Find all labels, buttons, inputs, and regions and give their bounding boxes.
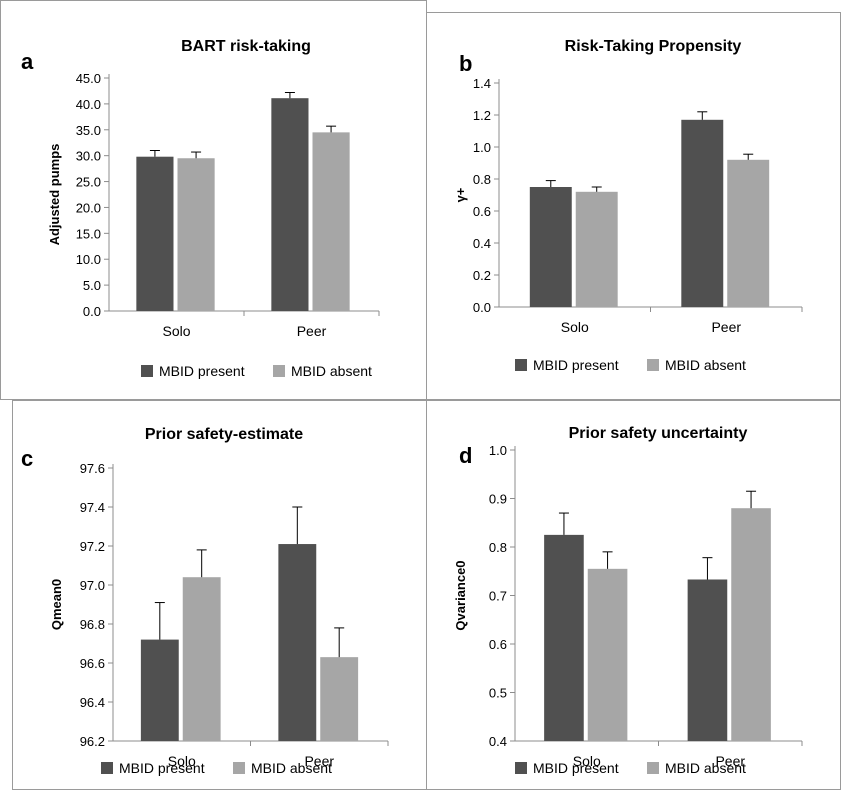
y-tick-label: 96.6 xyxy=(80,656,105,671)
y-tick-label: 96.4 xyxy=(80,695,105,710)
chart-svg-c: c Prior safety-estimate Qmean0 96.2 96.4 96.6… xyxy=(21,426,389,776)
bar xyxy=(312,132,350,311)
chart-panel-b: b Risk-Taking Propensity γ+ 0.0 0.2 0.4 0.6 0.8… xyxy=(426,12,841,400)
y-tick-label: 30.0 xyxy=(76,149,101,164)
y-tick-label: 25.0 xyxy=(76,175,101,190)
bar xyxy=(182,577,221,741)
y-tick-label: 96.2 xyxy=(80,734,105,749)
y-axis-label: Qmean0 xyxy=(49,579,64,630)
bar xyxy=(136,156,174,311)
y-tick-label: 5.0 xyxy=(83,278,101,293)
chart-panel-c: c Prior safety-estimate Qmean0 96.2 96.4 96.6… xyxy=(12,400,427,790)
x-category-label: Peer xyxy=(297,323,327,339)
panel-letter: c xyxy=(21,446,33,471)
y-tick-label: 0.4 xyxy=(489,734,507,749)
x-category-label: Peer xyxy=(304,753,334,769)
chart-panel-a: a BART risk-taking Adjusted pumps 0.0 5.0 10.… xyxy=(0,0,427,400)
y-tick-label: 10.0 xyxy=(76,252,101,267)
chart-svg-a: a BART risk-taking Adjusted pumps 0.0 5.0 10.… xyxy=(21,38,380,379)
panel-letter: d xyxy=(459,443,472,468)
legend-swatch xyxy=(273,365,285,377)
legend-swatch xyxy=(515,359,527,371)
y-tick-label: 1.2 xyxy=(473,108,491,123)
chart-panel-d: d Prior safety uncertainty Qvariance0 0.4 0.… xyxy=(426,400,841,790)
y-tick-label: 0.5 xyxy=(489,686,507,701)
y-tick-label: 0.7 xyxy=(489,589,507,604)
y-tick-label: 40.0 xyxy=(76,97,101,112)
legend-swatch xyxy=(233,762,245,774)
y-axis-label: Qvariance0 xyxy=(453,560,468,630)
legend-label: MBID present xyxy=(533,357,619,373)
y-tick-label: 97.0 xyxy=(80,578,105,593)
legend-label: MBID absent xyxy=(665,357,746,373)
y-axis-label: Adjusted pumps xyxy=(47,144,62,246)
chart-title: Risk-Taking Propensity xyxy=(565,38,742,55)
x-category-label: Solo xyxy=(162,323,190,339)
chart-title: Prior safety uncertainty xyxy=(569,425,748,442)
y-axis-label: γ+ xyxy=(453,187,468,202)
bar xyxy=(320,657,359,741)
y-tick-label: 0.6 xyxy=(489,637,507,652)
legend-label: MBID absent xyxy=(251,760,332,776)
legend-swatch xyxy=(141,365,153,377)
x-category-label: Peer xyxy=(715,753,745,769)
y-tick-label: 97.6 xyxy=(80,461,105,476)
y-tick-label: 0.8 xyxy=(473,172,491,187)
legend-label: MBID absent xyxy=(291,363,372,379)
bar xyxy=(544,534,584,741)
legend-label: MBID absent xyxy=(665,760,746,776)
panel-letter: b xyxy=(459,51,472,76)
x-category-label: Solo xyxy=(561,319,589,335)
legend-swatch xyxy=(647,762,659,774)
legend-label: MBID present xyxy=(533,760,619,776)
bar xyxy=(687,579,728,741)
y-tick-label: 0.0 xyxy=(473,300,491,315)
y-tick-label: 1.4 xyxy=(473,76,491,91)
y-tick-label: 1.0 xyxy=(473,140,491,155)
y-tick-label: 97.4 xyxy=(80,500,105,515)
legend-label: MBID present xyxy=(119,760,205,776)
bar xyxy=(575,191,618,307)
bar xyxy=(140,639,179,741)
y-tick-label: 96.8 xyxy=(80,617,105,632)
panel-letter: a xyxy=(21,49,34,74)
y-tick-label: 0.8 xyxy=(489,540,507,555)
y-tick-label: 20.0 xyxy=(76,200,101,215)
y-tick-label: 45.0 xyxy=(76,71,101,86)
x-category-label: Peer xyxy=(711,319,741,335)
y-tick-label: 15.0 xyxy=(76,226,101,241)
chart-svg-d: d Prior safety uncertainty Qvariance0 0.4 0.… xyxy=(453,425,803,776)
legend-swatch xyxy=(515,762,527,774)
x-category-label: Solo xyxy=(573,753,601,769)
y-tick-label: 97.2 xyxy=(80,539,105,554)
y-tick-label: 0.2 xyxy=(473,268,491,283)
x-category-label: Solo xyxy=(168,753,196,769)
bar xyxy=(529,187,572,307)
bar xyxy=(271,98,309,312)
y-tick-label: 1.0 xyxy=(489,443,507,458)
y-tick-label: 0.6 xyxy=(473,204,491,219)
legend-swatch xyxy=(647,359,659,371)
bar xyxy=(587,568,628,741)
bar xyxy=(731,508,771,741)
bar xyxy=(681,119,724,307)
bar xyxy=(727,159,770,307)
y-tick-label: 0.0 xyxy=(83,304,101,319)
bar xyxy=(278,544,317,741)
chart-svg-b: b Risk-Taking Propensity γ+ 0.0 0.2 0.4 0.6 0.8… xyxy=(453,38,803,373)
bar xyxy=(177,158,215,311)
y-tick-label: 0.4 xyxy=(473,236,491,251)
legend-label: MBID present xyxy=(159,363,245,379)
legend-swatch xyxy=(101,762,113,774)
chart-title: Prior safety-estimate xyxy=(145,426,303,443)
y-tick-label: 35.0 xyxy=(76,123,101,138)
chart-title: BART risk-taking xyxy=(181,38,311,55)
y-tick-label: 0.9 xyxy=(489,492,507,507)
